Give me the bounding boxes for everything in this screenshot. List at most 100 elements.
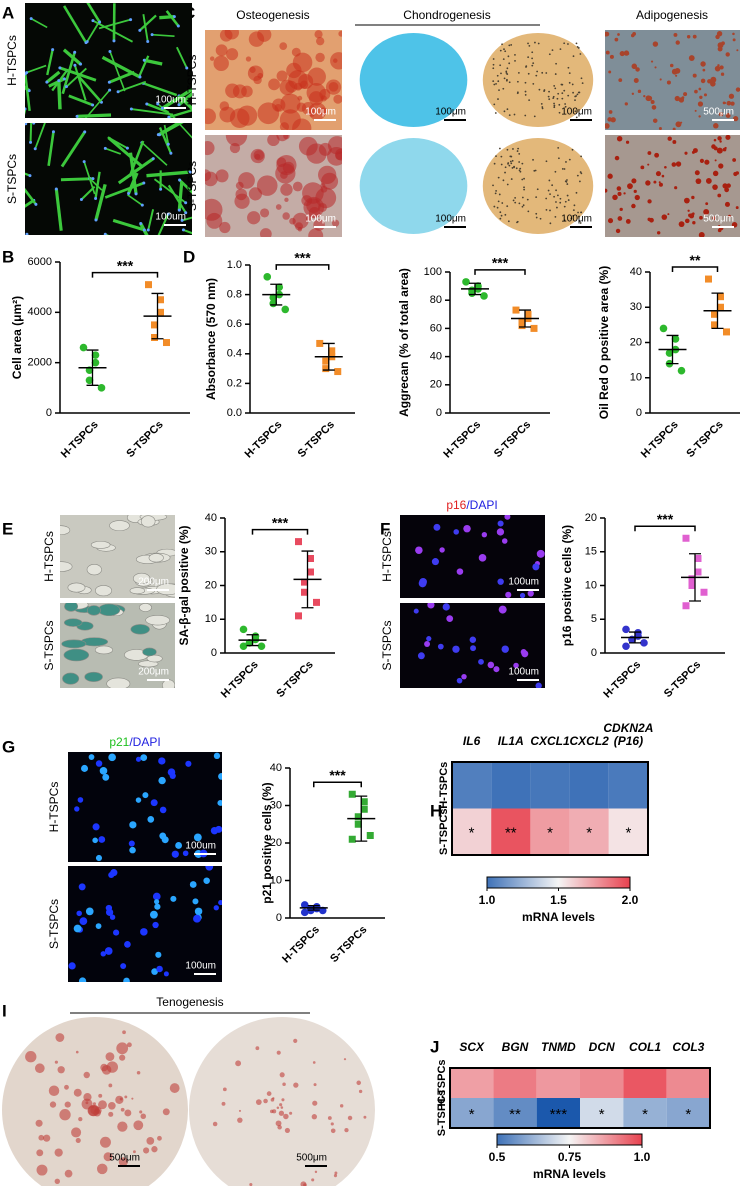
- nucleus: [498, 605, 507, 614]
- nucleus: [75, 114, 79, 118]
- dot: [535, 212, 538, 215]
- dot: [524, 94, 527, 96]
- cell: [158, 123, 184, 137]
- dot: [518, 202, 521, 205]
- stain-name: /DAPI: [466, 498, 497, 512]
- cell: [97, 603, 121, 617]
- dot: [553, 195, 556, 198]
- droplet: [675, 161, 682, 167]
- stain: [314, 1170, 318, 1174]
- nucleus: [189, 881, 197, 888]
- scale-bar-label: 100μm: [435, 107, 466, 118]
- y-axis-label: SA-β-gal positive (%): [177, 525, 191, 645]
- stain: [205, 169, 212, 182]
- panel-letter: F: [380, 519, 390, 538]
- droplet: [608, 110, 613, 114]
- significance: ***: [294, 250, 311, 266]
- droplet: [647, 199, 652, 204]
- heatmap-cell: [536, 1098, 580, 1128]
- nucleus: [85, 907, 94, 916]
- nucleus: [169, 151, 173, 155]
- droplet: [674, 67, 681, 74]
- y-tick-label: 10: [630, 372, 642, 384]
- stain: [83, 1071, 90, 1079]
- nucleus: [29, 140, 33, 144]
- dot: [561, 83, 564, 86]
- stain: [276, 1106, 280, 1110]
- row-label: H-TSPCs: [185, 55, 199, 106]
- droplet: [732, 158, 737, 162]
- stain: [98, 1100, 107, 1110]
- dot: [497, 176, 500, 179]
- column-header: CXCL2: [569, 734, 609, 748]
- dot: [537, 42, 540, 45]
- cell: [117, 157, 155, 185]
- droplet: [730, 101, 735, 106]
- y-tick-label: 40: [430, 351, 442, 363]
- dot: [568, 72, 571, 74]
- significance-bracket: [91, 271, 159, 278]
- stain: [131, 1097, 134, 1100]
- droplet: [618, 78, 623, 83]
- dot: [573, 204, 576, 207]
- error-bar: [86, 349, 99, 386]
- dot: [514, 60, 516, 62]
- droplet: [714, 159, 717, 162]
- dot: [502, 87, 505, 90]
- dot: [499, 64, 502, 67]
- stain: [43, 1134, 51, 1142]
- y-tick-label: 0: [436, 407, 442, 419]
- stain: [162, 1108, 170, 1116]
- stain: [48, 1085, 60, 1097]
- heatmap-cell: [450, 1068, 494, 1098]
- dot: [548, 90, 550, 93]
- dot: [563, 219, 566, 222]
- heatmap-cell: [608, 808, 648, 855]
- dot: [493, 83, 496, 86]
- nucleus: [452, 645, 460, 653]
- droplet: [710, 81, 716, 87]
- data-point: [157, 296, 164, 304]
- cell: [25, 123, 27, 126]
- scale-bar-label: 100um: [185, 961, 216, 972]
- stain: [36, 1149, 44, 1157]
- droplet: [699, 215, 703, 220]
- nucleus: [99, 767, 108, 775]
- data-point: [360, 805, 368, 813]
- droplet: [726, 183, 731, 188]
- dot: [566, 194, 569, 197]
- cell: [146, 654, 163, 663]
- heatmap-cell: [608, 762, 648, 809]
- row-label: S-TSPCs: [185, 161, 199, 211]
- stain: [334, 1171, 338, 1175]
- cell: [30, 17, 48, 29]
- stain: [100, 1063, 108, 1072]
- data-point: [307, 568, 314, 576]
- cell: [25, 199, 35, 208]
- stain: [238, 1109, 242, 1112]
- scale-bar-label: 500μm: [296, 1153, 327, 1164]
- dot: [532, 62, 535, 65]
- data-point: [151, 334, 158, 341]
- droplet: [624, 102, 628, 106]
- dot: [500, 155, 503, 158]
- droplet: [692, 221, 696, 225]
- pellet: [359, 138, 468, 234]
- nucleus: [413, 608, 419, 614]
- stain: [212, 1121, 218, 1127]
- cell: [127, 194, 143, 206]
- dot: [496, 206, 499, 209]
- nucleus: [129, 846, 136, 854]
- data-point: [295, 538, 302, 546]
- error-bar: [151, 292, 164, 340]
- dot: [500, 214, 503, 217]
- panel-letter: E: [2, 519, 13, 538]
- cell: [77, 75, 103, 104]
- dot: [523, 188, 526, 191]
- nucleus: [103, 232, 107, 235]
- stain: [245, 56, 252, 62]
- dot: [534, 169, 537, 172]
- nucleus: [178, 178, 182, 182]
- nucleus: [25, 123, 28, 126]
- micrograph: [60, 515, 175, 598]
